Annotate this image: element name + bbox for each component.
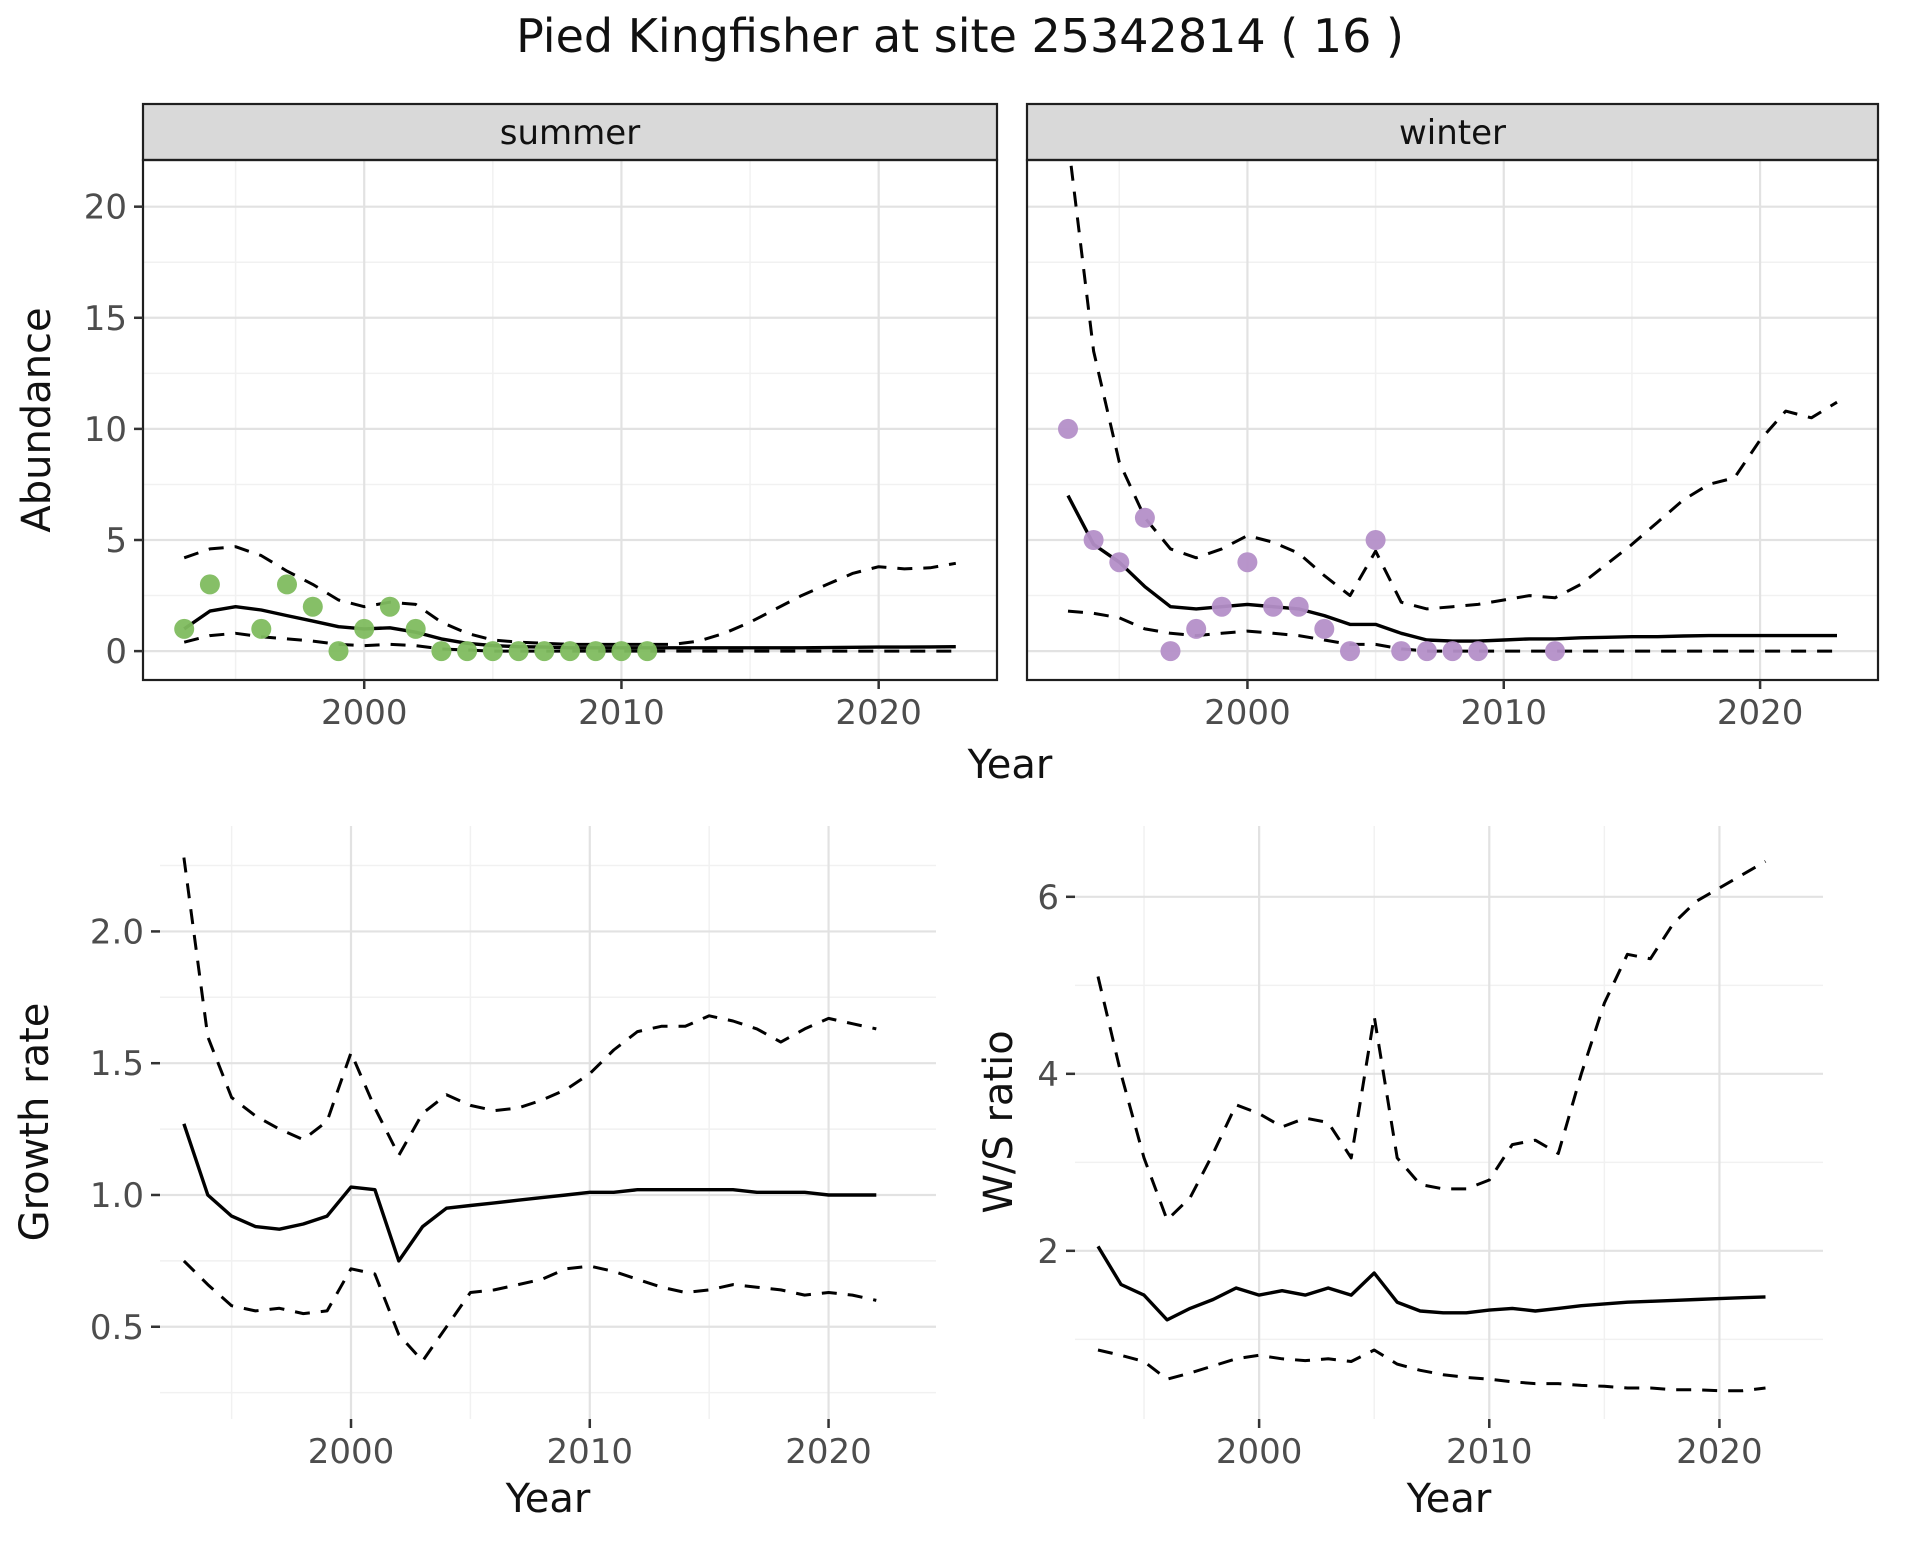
- data-point: [1186, 618, 1207, 639]
- series-mean-line: [182, 1123, 877, 1263]
- series-upper_ci-line: [1068, 160, 1838, 611]
- data-point: [1211, 596, 1232, 617]
- x-tick-label: 2000: [1216, 1432, 1303, 1472]
- facet-strip-label: winter: [1399, 113, 1506, 153]
- panel-border: [141, 158, 999, 682]
- y-tick-label: 20: [84, 188, 127, 228]
- y-tick-label: 2.0: [90, 912, 144, 952]
- panel-ws-ratio: 2000 2010 2020 2 4 6 W/S ratio Year: [976, 826, 1823, 1522]
- y-axis-title: Growth rate: [12, 1003, 58, 1242]
- y-tick-label: 2: [1037, 1232, 1059, 1272]
- x-tick-label: 2010: [1460, 693, 1547, 733]
- series-lower_ci-line: [182, 1259, 877, 1363]
- data-point: [251, 618, 272, 639]
- y-tick-label: 1.5: [90, 1044, 144, 1084]
- data-point: [1160, 641, 1181, 662]
- data-point: [277, 574, 297, 595]
- y-tick-label: 4: [1037, 1055, 1059, 1095]
- data-point: [1058, 418, 1078, 439]
- x-tick-label: 2020: [835, 693, 922, 733]
- y-tick-label: 6: [1037, 878, 1059, 918]
- data-point: [405, 618, 426, 639]
- series-mean-line: [1066, 494, 1837, 643]
- y-tick-label: 0: [105, 632, 127, 672]
- data-point: [431, 641, 452, 662]
- plot-area-abundance-winter: [1058, 160, 1838, 662]
- data-point: [1416, 641, 1437, 662]
- data-point: [1545, 641, 1565, 662]
- x-axis-title: Year: [967, 742, 1053, 788]
- data-point: [354, 618, 375, 639]
- y-tick-label: 1.0: [90, 1176, 144, 1216]
- series-upper_ci-line: [1096, 860, 1767, 1222]
- x-axis-title: Year: [505, 1476, 591, 1522]
- data-point: [379, 596, 400, 617]
- chart-title: Pied Kingfisher at site 25342814 ( 16 ): [516, 9, 1404, 63]
- data-point: [1263, 596, 1284, 617]
- x-tick-label: 2020: [1676, 1432, 1763, 1472]
- data-point: [1134, 507, 1155, 528]
- x-tick-label: 2020: [1717, 693, 1804, 733]
- data-point: [534, 641, 555, 662]
- panel-border: [1025, 158, 1880, 682]
- data-point: [328, 641, 349, 662]
- series-mean-line: [1096, 1245, 1766, 1322]
- data-point: [560, 641, 580, 662]
- panel-abundance-summer: summer 2000 2010 2020 0 5 10 15 20 Abundance Year: [14, 102, 1053, 788]
- chart-root: summer 2000 2010 2020 0 5 10 15 20 Abundance Year w…: [12, 102, 1880, 1522]
- plot-area-abundance-summer: [174, 545, 957, 662]
- data-point: [1314, 618, 1335, 639]
- x-tick-label: 2000: [1204, 693, 1291, 733]
- facet-strip-label: summer: [500, 113, 640, 153]
- data-point: [1237, 552, 1258, 573]
- x-axis-title: Year: [1406, 1476, 1492, 1522]
- data-point: [1468, 641, 1489, 662]
- y-tick-label: 5: [105, 521, 127, 561]
- y-axis-title: W/S ratio: [976, 1030, 1022, 1213]
- data-point: [1288, 596, 1309, 617]
- series-upper_ci-line: [183, 545, 957, 646]
- data-point: [637, 641, 658, 662]
- data-point: [1109, 552, 1130, 573]
- data-point: [302, 596, 323, 617]
- data-point: [1391, 641, 1412, 662]
- panel-growth-rate: 2000 2010 2020 0.5 1.0 1.5 2.0 Growth rate Year: [12, 826, 936, 1522]
- plot-area-growth-rate: [182, 857, 877, 1363]
- data-point: [585, 641, 606, 662]
- y-tick-label: 15: [84, 299, 127, 339]
- x-tick-label: 2020: [785, 1432, 872, 1472]
- data-point: [457, 641, 478, 662]
- data-point: [1340, 641, 1360, 662]
- x-tick-label: 2000: [321, 693, 408, 733]
- data-point: [199, 574, 220, 595]
- series-lower_ci-line: [1097, 1348, 1766, 1393]
- panel-abundance-winter: winter 2000 2010 2020: [1025, 102, 1880, 733]
- data-point: [174, 618, 195, 639]
- x-tick-label: 2000: [308, 1432, 395, 1472]
- data-point: [1365, 530, 1386, 550]
- series-upper_ci-line: [182, 857, 877, 1157]
- data-point: [482, 641, 503, 662]
- x-tick-label: 2010: [578, 693, 665, 733]
- y-tick-label: 0.5: [90, 1308, 144, 1348]
- x-tick-label: 2010: [1446, 1432, 1533, 1472]
- y-axis-title: Abundance: [14, 307, 60, 532]
- plot-area-ws-ratio: [1096, 860, 1767, 1393]
- data-point: [1442, 641, 1463, 662]
- data-point: [611, 641, 632, 662]
- facet-strip: [1025, 102, 1880, 162]
- y-tick-label: 10: [84, 410, 127, 450]
- facet-strip: [141, 102, 999, 162]
- data-point: [1083, 530, 1104, 550]
- x-tick-label: 2010: [547, 1432, 634, 1472]
- data-point: [508, 641, 529, 662]
